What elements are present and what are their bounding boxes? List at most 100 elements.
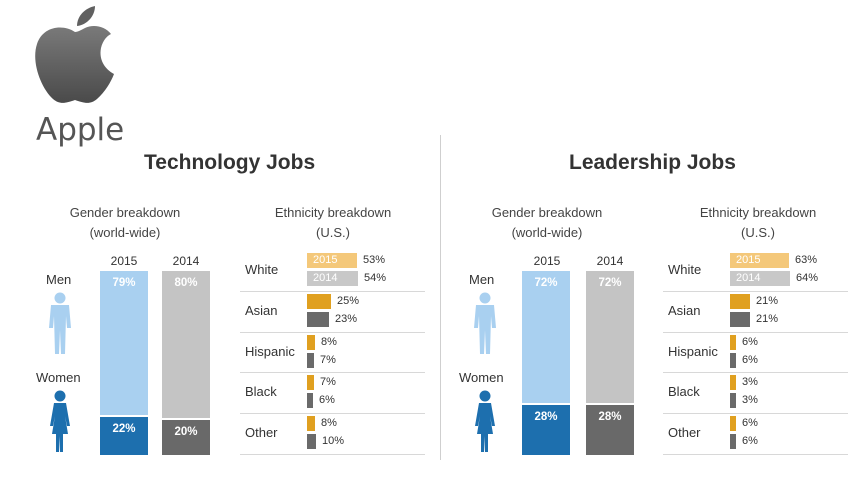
tech-men-label: Men <box>46 272 72 287</box>
leadership-ethnicity-bar-2014 <box>730 352 736 368</box>
leadership-ethnicity-bar-2014 <box>730 311 750 327</box>
tech-ethnicity-bar-value: 23% <box>335 312 358 325</box>
tech-ethnicity-row-label: Black <box>245 384 277 400</box>
leadership-ethnicity-bar-value: 63% <box>795 254 818 266</box>
tech-ethnicity-bar-value: 8% <box>321 335 337 348</box>
leadership-women-label: Women <box>459 370 504 385</box>
tech-ethnicity-bar-2015: 2015 <box>307 253 357 268</box>
tech-ethnicity-bar-value: 7% <box>320 353 336 366</box>
leadership-ethnicity-row-label: White <box>668 262 702 277</box>
tech-ethnicity-bar-year: 2014 <box>313 272 338 284</box>
man-icon <box>49 292 71 354</box>
tech-ethnicity-row-label: Hispanic <box>245 343 295 359</box>
tech-ethnicity-subtitle: Ethnicity breakdown (U.S.) <box>274 205 392 240</box>
tech-ethnicity-row-separator <box>240 290 425 292</box>
leadership-year-label: 2014 <box>596 254 624 268</box>
leadership-ethnicity-row-separator <box>663 413 848 415</box>
tech-ethnicity-bar-2014: 2014 <box>307 271 358 286</box>
tech-year-label: 2015 <box>110 254 138 268</box>
tech-ethnicity-bar-2014 <box>307 434 316 450</box>
leadership-ethnicity-bar-2015 <box>730 416 736 432</box>
leadership-ethnicity-row-separator <box>663 331 848 333</box>
leadership-ethnicity-bar-value: 6% <box>742 417 758 430</box>
leadership-ethnicity-bar-2014 <box>730 393 736 409</box>
leadership-ethnicity-row-label: Asian <box>668 302 701 318</box>
tech-men-value: 80% <box>174 277 198 289</box>
tech-ethnicity-row-label: Other <box>245 425 278 441</box>
leadership-ethnicity-bar-2015 <box>730 375 736 391</box>
man-icon <box>474 292 496 354</box>
tech-ethnicity-row-label: White <box>245 262 279 277</box>
leadership-ethnicity-bar-value: 6% <box>742 353 758 366</box>
tech-gender-subtitle: Gender breakdown (world-wide) <box>69 205 181 240</box>
leadership-ethnicity-bar-year: 2015 <box>736 254 761 266</box>
tech-ethnicity-row-separator <box>240 372 425 374</box>
leadership-year-label: 2015 <box>533 254 561 268</box>
leadership-ethnicity-row-separator <box>663 290 848 292</box>
leadership-section-title: Leadership Jobs <box>569 151 736 174</box>
leadership-ethnicity-bar-value: 3% <box>742 394 758 407</box>
woman-icon <box>50 390 70 452</box>
leadership-ethnicity-bar-2014 <box>730 434 736 450</box>
brand-name: Apple <box>36 112 125 148</box>
tech-ethnicity-bar-2014 <box>307 352 314 368</box>
leadership-ethnicity-bar-2015 <box>730 293 750 309</box>
leadership-ethnicity-bar-value: 21% <box>756 312 779 325</box>
tech-year-label: 2014 <box>172 254 200 268</box>
tech-men-value: 79% <box>112 277 136 289</box>
tech-men-bar: 80% <box>162 271 210 418</box>
leadership-ethnicity-bar-value: 6% <box>742 435 758 448</box>
tech-ethnicity-bar-value: 6% <box>319 394 335 407</box>
tech-ethnicity-bar-value: 8% <box>321 417 337 430</box>
tech-ethnicity-bar-value: 10% <box>322 435 345 448</box>
tech-ethnicity-row-separator <box>240 413 425 415</box>
leadership-women-bar: 28% <box>522 403 570 455</box>
tech-ethnicity-bar-value: 7% <box>320 376 336 389</box>
leadership-men-value: 72% <box>598 277 622 289</box>
leadership-ethnicity-bar-2014: 2014 <box>730 271 790 286</box>
leadership-ethnicity-row-label: Other <box>668 425 701 441</box>
leadership-ethnicity-bar-value: 6% <box>742 335 758 348</box>
section-divider <box>440 135 441 460</box>
tech-ethnicity-bar-2014 <box>307 393 313 409</box>
tech-women-value: 20% <box>174 426 198 438</box>
leadership-men-bar: 72% <box>522 271 570 403</box>
leadership-men-label: Men <box>469 272 495 287</box>
woman-icon <box>475 390 495 452</box>
leadership-ethnicity-bar-year: 2014 <box>736 272 761 284</box>
tech-women-value: 22% <box>112 423 136 435</box>
leadership-women-bar: 28% <box>586 403 634 455</box>
tech-ethnicity-bar-2014 <box>307 311 329 327</box>
leadership-women-value: 28% <box>534 411 558 423</box>
leadership-gender-subtitle: Gender breakdown (world-wide) <box>491 205 603 240</box>
tech-ethnicity-bar-value: 54% <box>364 272 387 284</box>
leadership-women-value: 28% <box>598 411 622 423</box>
leadership-ethnicity-row-separator <box>663 454 848 455</box>
leadership-ethnicity-bar-value: 3% <box>742 376 758 389</box>
tech-ethnicity-bar-2015 <box>307 334 315 350</box>
tech-ethnicity-row-label: Asian <box>245 302 278 318</box>
tech-ethnicity-bar-value: 53% <box>363 254 386 266</box>
tech-ethnicity-bar-year: 2015 <box>313 254 338 266</box>
tech-ethnicity-row-separator <box>240 331 425 333</box>
leadership-ethnicity-bar-2015: 2015 <box>730 253 789 268</box>
apple-logo-icon <box>35 6 114 103</box>
leadership-ethnicity-row-label: Black <box>668 384 700 400</box>
tech-women-label: Women <box>36 370 81 385</box>
tech-section-title: Technology Jobs <box>144 151 316 174</box>
tech-ethnicity-row-separator <box>240 454 425 455</box>
leadership-ethnicity-row-label: Hispanic <box>668 343 718 359</box>
leadership-men-bar: 72% <box>586 271 634 403</box>
leadership-ethnicity-bar-value: 21% <box>756 294 779 307</box>
leadership-ethnicity-subtitle: Ethnicity breakdown (U.S.) <box>699 205 817 240</box>
leadership-ethnicity-bar-2015 <box>730 334 736 350</box>
tech-men-bar: 79% <box>100 271 148 415</box>
leadership-ethnicity-bar-value: 64% <box>796 272 819 284</box>
tech-ethnicity-bar-2015 <box>307 375 314 391</box>
tech-women-bar: 20% <box>162 418 210 455</box>
leadership-men-value: 72% <box>534 277 558 289</box>
tech-ethnicity-bar-2015 <box>307 416 315 432</box>
tech-ethnicity-bar-2015 <box>307 293 331 309</box>
leadership-ethnicity-row-separator <box>663 372 848 374</box>
tech-ethnicity-bar-value: 25% <box>337 294 360 307</box>
